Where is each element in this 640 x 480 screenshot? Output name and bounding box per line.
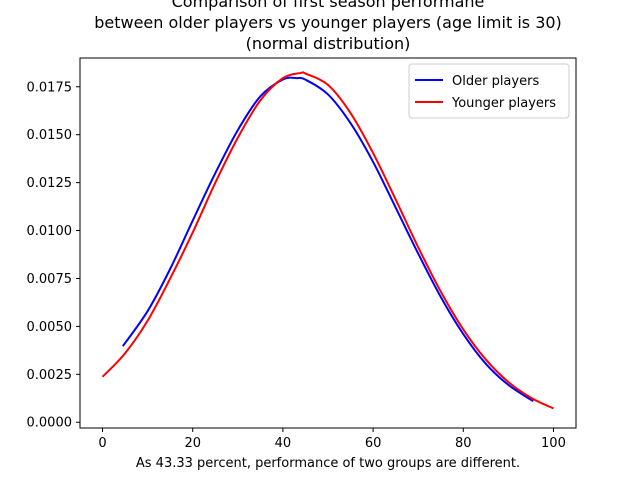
y-axis: 0.0000 0.0025 0.0050 0.0075 0.0100 0.0125 0.01… <box>27 80 80 431</box>
y-tick-label: 0.0000 <box>27 416 73 431</box>
y-tick-label: 0.0150 <box>27 128 73 143</box>
legend-label: Older players <box>452 74 539 89</box>
legend-label: Younger players <box>451 96 556 111</box>
series-line-older-players <box>122 76 534 402</box>
y-tick-label: 0.0025 <box>27 368 73 383</box>
legend: Older players Younger players <box>408 63 570 119</box>
x-axis: 0 20 40 60 80 100 <box>98 428 566 451</box>
x-axis-label: As 43.33 percent, performance of two gro… <box>136 456 520 471</box>
x-tick-label: 100 <box>541 436 566 451</box>
y-tick-label: 0.0075 <box>27 272 73 287</box>
legend-box <box>408 63 570 119</box>
x-tick-label: 60 <box>365 436 382 451</box>
plot-area <box>101 71 554 410</box>
chart-title-line-2: between older players vs younger players… <box>94 13 562 32</box>
y-tick-label: 0.0100 <box>27 224 73 239</box>
chart-title-line-3: (normal distribution) <box>246 34 411 53</box>
series-line-younger-players <box>101 71 554 410</box>
y-tick-label: 0.0175 <box>27 80 73 95</box>
x-tick-label: 20 <box>184 436 201 451</box>
x-tick-label: 0 <box>98 436 106 451</box>
x-tick-label: 40 <box>275 436 292 451</box>
chart-title-line-1: Comparison of first season performane <box>172 0 485 11</box>
y-tick-label: 0.0125 <box>27 176 73 191</box>
axes-frame <box>79 57 577 429</box>
y-tick-label: 0.0050 <box>27 320 73 335</box>
chart-title: Comparison of first season performane be… <box>94 0 562 53</box>
x-tick-label: 80 <box>455 436 472 451</box>
